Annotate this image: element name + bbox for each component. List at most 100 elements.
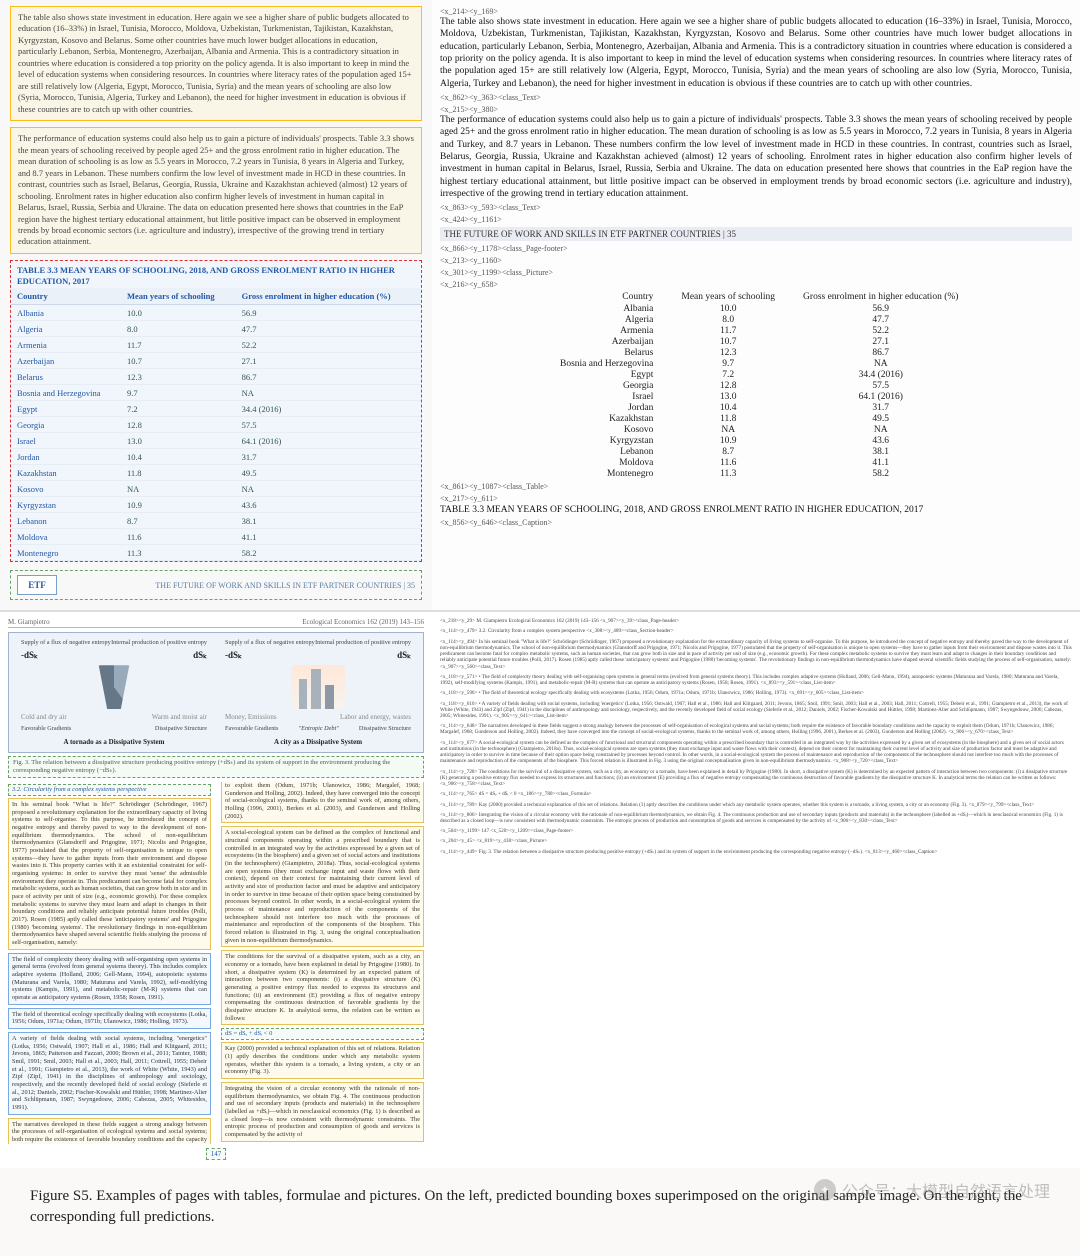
annot: <x_862><y_363><class_Text> [440, 93, 1072, 102]
table-row: Egypt7.234.4 (2016) [560, 369, 972, 380]
annot: <x_424><y_1161> [440, 215, 1072, 224]
annot: <x_861><y_1087><class_Table> [440, 482, 1072, 491]
prediction-block: <x_118><y_571> • The field of complexity… [440, 674, 1072, 686]
table-row: Jordan10.431.7 [560, 402, 972, 413]
page-footer-left: ETF THE FUTURE OF WORK AND SKILLS IN ETF… [10, 570, 422, 600]
fig3-caption: Fig. 3. The relation between a dissipati… [8, 756, 424, 778]
table-row: Albania10.056.9 [11, 305, 421, 321]
figure-3-box: Supply of a flux of negative entropy Int… [8, 632, 424, 753]
mid-comparison: M. Giampietro Ecological Economics 162 (… [0, 610, 1080, 1168]
arr-r2: Labor and energy, wastes [340, 713, 411, 721]
prediction-block: <x_114><y_728> The conditions for the su… [440, 769, 1072, 788]
ds-r2: dSₖ [397, 650, 411, 661]
top-left-panel: The table also shows state investment in… [0, 0, 432, 610]
annot: <x_214><y_169> [440, 7, 1072, 16]
prediction-block: <x_114><y_648> The narratives developed … [440, 723, 1072, 735]
para-f: Integrating the vision of a circular eco… [221, 1082, 424, 1142]
table-row: Armenia11.752.2 [11, 337, 421, 353]
right-para-2: The performance of education systems cou… [440, 114, 1072, 200]
jh-journal: Ecological Economics 162 (2019) 143–156 [302, 618, 424, 626]
table-row: Kazakhstan11.849.5 [560, 413, 972, 424]
table-row: Georgia12.857.5 [11, 417, 421, 433]
table-header: Country [560, 291, 667, 303]
grad-l2: Dissipative Structure [155, 725, 207, 732]
table-header: Gross enrolment in higher education (%) [789, 291, 972, 303]
fig-left-half: Supply of a flux of negative entropy Int… [15, 639, 213, 746]
arr-r1: Money, Emissions [225, 713, 277, 721]
top-right-panel: <x_214><y_169> The table also shows stat… [432, 0, 1080, 610]
annot: <x_216><y_658> [440, 280, 1072, 289]
prediction-block: <x_504><y_1199> 147 <x_520><y_1209><clas… [440, 828, 1072, 834]
arr-l1: Cold and dry air [21, 713, 67, 721]
table-row: KosovoNANA [11, 481, 421, 497]
fig-cap-l: A tornado as a Dissipative System [64, 738, 165, 746]
table-row: Kyrgyzstan10.943.6 [560, 435, 972, 446]
table-row: Kazakhstan11.849.5 [11, 465, 421, 481]
sup-r1: Supply of a flux of negative entropy [225, 639, 315, 646]
sup-r2: Internal production of positive entropy [315, 639, 411, 646]
annot: <x_217><y_611> [440, 494, 1072, 503]
table-header: Mean years of schooling [121, 288, 236, 305]
table-header: Mean years of schooling [667, 291, 789, 303]
page-footer-text: THE FUTURE OF WORK AND SKILLS IN ETF PAR… [67, 581, 415, 590]
etf-logo: ETF [17, 575, 57, 595]
para-c: A social-ecological system can be define… [221, 826, 424, 947]
right-table: CountryMean years of schoolingGross enro… [560, 291, 972, 479]
table-row: Algeria8.047.7 [11, 321, 421, 337]
sup-l1: Supply of a flux of negative entropy [21, 639, 111, 646]
table-row: Moldova11.641.1 [11, 529, 421, 545]
jh-author: M. Giampietro [8, 618, 50, 626]
prediction-block: <x_114><y_479> 3.2. Circularity from a c… [440, 628, 1072, 634]
two-column-body: 3.2. Circularity from a complex systems … [8, 782, 424, 1144]
mid-right-panel: <x_218><y_29> M. Giampietro Ecological E… [432, 612, 1080, 1168]
table-33-box: TABLE 3.3 MEAN YEARS OF SCHOOLING, 2018,… [10, 260, 422, 562]
table-row: Belarus12.386.7 [560, 347, 972, 358]
table-row: Bosnia and Herzegovina9.7NA [560, 358, 972, 369]
wechat-icon: ✦ [814, 1179, 836, 1201]
tornado-icon [97, 665, 131, 709]
para-a: In his seminal book "What is life?" Schr… [8, 798, 211, 950]
ds-l1: -dSₖ [21, 650, 38, 661]
fig-right-half: Supply of a flux of negative entropy Int… [219, 639, 417, 746]
bullet-1: The field of complexity theory dealing w… [8, 953, 211, 1005]
grad-l1: Favorable Gradients [21, 725, 71, 732]
fig-cap-r: A city as a Dissipative System [274, 738, 362, 746]
table-row: Albania10.056.9 [560, 303, 972, 314]
grad-r1: Favourable Gradients [225, 725, 278, 732]
ds-r1: -dSₖ [225, 650, 242, 661]
page-footer-band: THE FUTURE OF WORK AND SKILLS IN ETF PAR… [440, 227, 1072, 241]
journal-header: M. Giampietro Ecological Economics 162 (… [8, 618, 424, 628]
annot: <x_301><y_1199><class_Picture> [440, 268, 1072, 277]
right-para-1: The table also shows state investment in… [440, 16, 1072, 90]
hl-paragraph-1: The table also shows state investment in… [10, 6, 422, 121]
annot: <x_866><y_1178><class_Page-footer> [440, 244, 1072, 253]
table-row: Israel13.064.1 (2016) [560, 391, 972, 402]
mid-left-panel: M. Giampietro Ecological Economics 162 (… [0, 612, 432, 1168]
caption-area: Figure S5. Examples of pages with tables… [0, 1168, 1080, 1256]
table-row: Jordan10.431.7 [11, 449, 421, 465]
table-row: Israel13.064.1 (2016) [11, 433, 421, 449]
formula: dS = dSₑ + dSᵢ < 0 [221, 1028, 424, 1040]
city-icon [291, 665, 345, 709]
table-row: Egypt7.234.4 (2016) [11, 401, 421, 417]
section-3-2: 3.2. Circularity from a complex systems … [8, 784, 211, 796]
arr-l2: Warm and moist air [152, 713, 207, 721]
prediction-block: <x_114><y_449> Fig. 3. The relation betw… [440, 849, 1072, 855]
table-row: Azerbaijan10.727.1 [11, 353, 421, 369]
prediction-block: <x_118><y_610> • A variety of fields dea… [440, 701, 1072, 720]
right-caption: TABLE 3.3 MEAN YEARS OF SCHOOLING, 2018,… [440, 505, 1072, 515]
table-row: Moldova11.641.1 [560, 457, 972, 468]
bullet-2: The field of theoretical ecology specifi… [8, 1008, 211, 1029]
prediction-block: <x_204><y_45> <x_819><y_438><class_Pictu… [440, 838, 1072, 844]
table-33: CountryMean years of schoolingGross enro… [11, 288, 421, 561]
watermark: ✦ 公众号：大模型自然语言处理 [814, 1178, 1050, 1202]
table-row: Armenia11.752.2 [560, 325, 972, 336]
table-row: Lebanon8.738.1 [560, 446, 972, 457]
para-e: Kay (2000) provided a technical explanat… [221, 1042, 424, 1079]
grad-r2: Dissipative Structure [359, 725, 411, 732]
prediction-block: <x_218><y_29> M. Giampietro Ecological E… [440, 618, 1072, 624]
prediction-block: <x_114><y_677> A social-ecological syste… [440, 740, 1072, 765]
table-row: Georgia12.857.5 [560, 380, 972, 391]
table-row: Montenegro11.358.2 [11, 545, 421, 561]
table-row: Lebanon8.738.1 [11, 513, 421, 529]
